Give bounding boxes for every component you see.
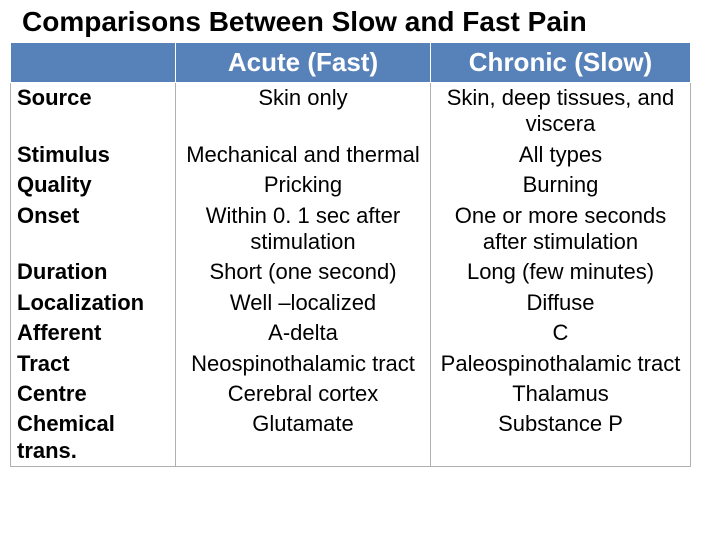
chronic-value: Diffuse: [431, 288, 691, 318]
acute-value: Well –localized: [176, 288, 431, 318]
acute-value: Glutamate: [176, 409, 431, 466]
row-label: Stimulus: [11, 140, 176, 170]
acute-value: A-delta: [176, 318, 431, 348]
header-chronic: Chronic (Slow): [431, 43, 691, 83]
table-row: AfferentA-deltaC: [11, 318, 691, 348]
header-blank: [11, 43, 176, 83]
table-row: SourceSkin onlySkin, deep tissues, and v…: [11, 83, 691, 140]
chronic-value: Burning: [431, 170, 691, 200]
row-label: Onset: [11, 201, 176, 258]
chronic-value: C: [431, 318, 691, 348]
row-label: Chemical trans.: [11, 409, 176, 466]
header-acute: Acute (Fast): [176, 43, 431, 83]
table-row: CentreCerebral cortexThalamus: [11, 379, 691, 409]
acute-value: Cerebral cortex: [176, 379, 431, 409]
header-row: Acute (Fast) Chronic (Slow): [11, 43, 691, 83]
row-label: Localization: [11, 288, 176, 318]
table-row: OnsetWithin 0. 1 sec after stimulationOn…: [11, 201, 691, 258]
table-row: Chemical trans.GlutamateSubstance P: [11, 409, 691, 466]
table-row: TractNeospinothalamic tractPaleospinotha…: [11, 349, 691, 379]
chronic-value: All types: [431, 140, 691, 170]
acute-value: Neospinothalamic tract: [176, 349, 431, 379]
acute-value: Within 0. 1 sec after stimulation: [176, 201, 431, 258]
acute-value: Skin only: [176, 83, 431, 140]
row-label: Quality: [11, 170, 176, 200]
row-label: Tract: [11, 349, 176, 379]
acute-value: Mechanical and thermal: [176, 140, 431, 170]
row-label: Afferent: [11, 318, 176, 348]
chronic-value: Substance P: [431, 409, 691, 466]
acute-value: Short (one second): [176, 257, 431, 287]
table-row: QualityPrickingBurning: [11, 170, 691, 200]
table-row: StimulusMechanical and thermalAll types: [11, 140, 691, 170]
page-title: Comparisons Between Slow and Fast Pain: [0, 0, 720, 42]
chronic-value: Thalamus: [431, 379, 691, 409]
chronic-value: Paleospinothalamic tract: [431, 349, 691, 379]
table-row: LocalizationWell –localizedDiffuse: [11, 288, 691, 318]
table-row: DurationShort (one second)Long (few minu…: [11, 257, 691, 287]
chronic-value: One or more seconds after stimulation: [431, 201, 691, 258]
acute-value: Pricking: [176, 170, 431, 200]
chronic-value: Skin, deep tissues, and viscera: [431, 83, 691, 140]
comparison-table: Acute (Fast) Chronic (Slow) SourceSkin o…: [10, 42, 691, 467]
row-label: Source: [11, 83, 176, 140]
row-label: Duration: [11, 257, 176, 287]
chronic-value: Long (few minutes): [431, 257, 691, 287]
row-label: Centre: [11, 379, 176, 409]
